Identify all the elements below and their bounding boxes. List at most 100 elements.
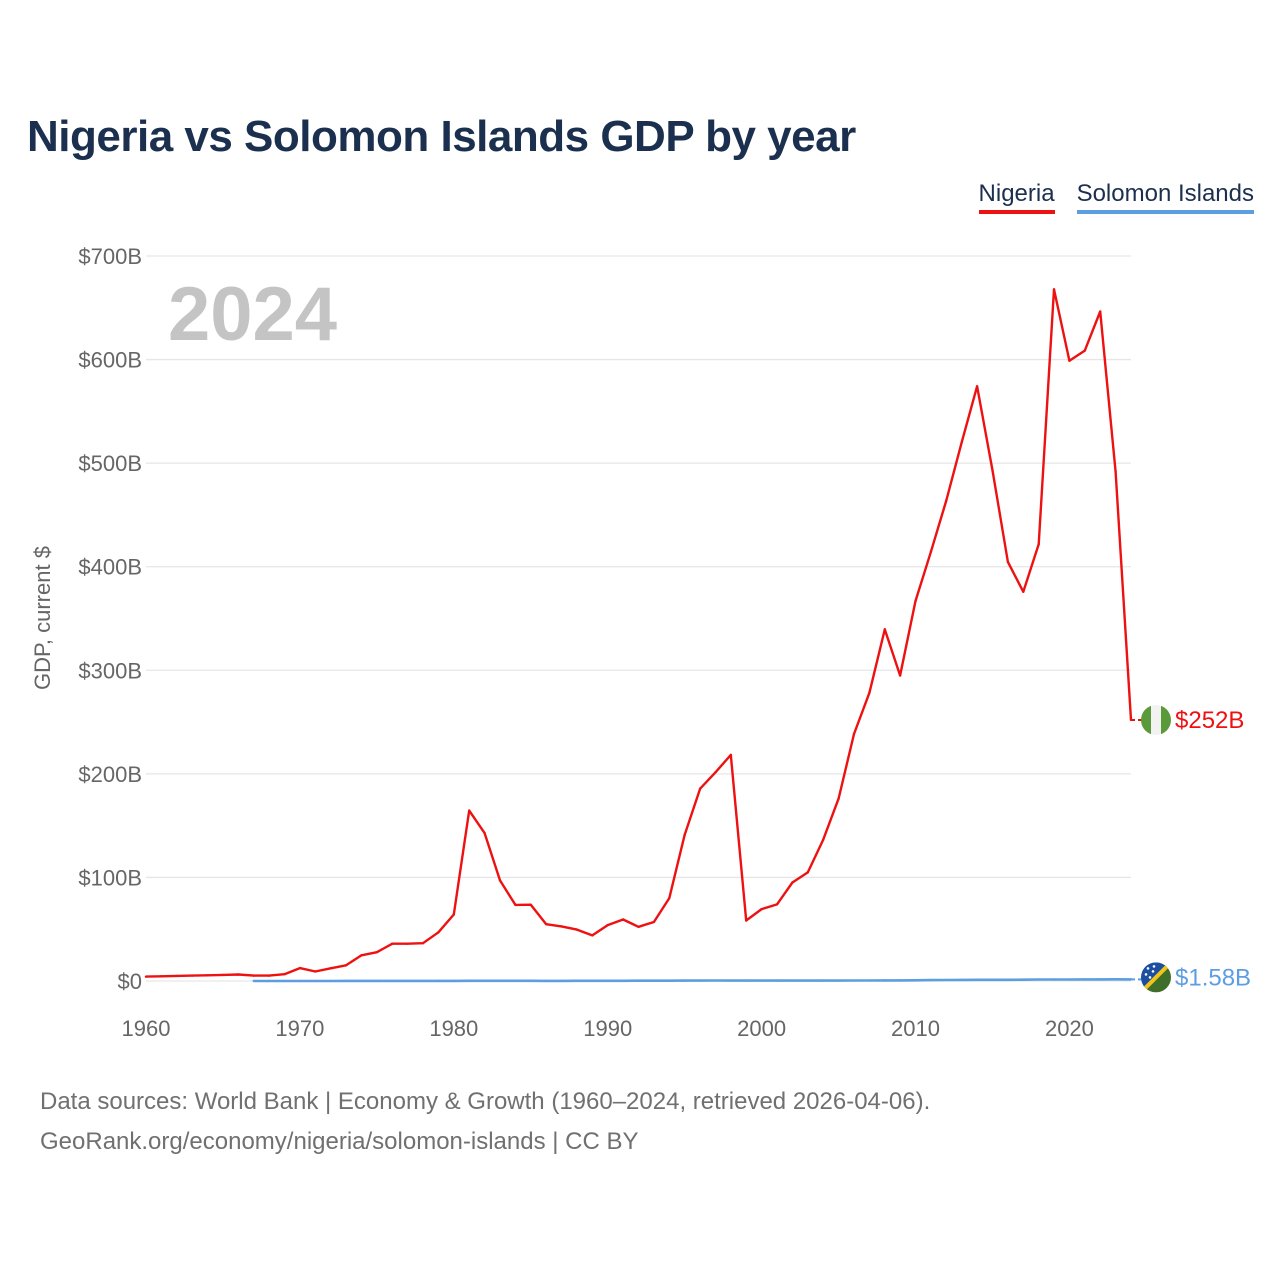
data-point-solomon-islands: [421, 979, 425, 983]
data-point-solomon-islands: [283, 979, 286, 983]
data-point-solomon-islands: [714, 979, 717, 982]
data-point-solomon-islands: [1006, 978, 1010, 981]
data-point-solomon-islands: [498, 979, 502, 983]
data-point-nigeria: [206, 974, 209, 977]
source-line-2[interactable]: GeoRank.org/economy/nigeria/solomon-isla…: [40, 1128, 639, 1155]
data-point-solomon-islands: [560, 979, 563, 983]
data-point-solomon-islands: [360, 979, 363, 983]
data-point-nigeria: [668, 896, 671, 900]
data-point-nigeria: [560, 925, 563, 928]
data-point-nigeria: [421, 941, 425, 945]
series-line-solomon-islands[interactable]: [253, 978, 1132, 983]
data-point-nigeria: [637, 925, 640, 929]
source-line-1: Data sources: World Bank | Economy & Gro…: [40, 1088, 931, 1115]
data-point-nigeria: [760, 907, 763, 911]
year-watermark: 2024: [168, 272, 337, 357]
series-line-nigeria[interactable]: [145, 288, 1133, 978]
data-point-nigeria: [683, 833, 686, 836]
data-point-nigeria: [375, 951, 379, 954]
data-point-nigeria: [975, 385, 979, 388]
x-tick-label: 2000: [737, 1016, 786, 1041]
data-point-nigeria: [991, 469, 994, 472]
data-point-nigeria: [1022, 590, 1025, 593]
legend-item-nigeria[interactable]: Nigeria: [978, 180, 1055, 214]
y-axis-label: GDP, current $: [30, 546, 55, 690]
x-axis-ticks: 1960 1970 1980 1990 2000 2010 2020: [122, 1016, 1094, 1041]
data-point-nigeria: [1068, 359, 1071, 362]
data-point-nigeria: [298, 966, 302, 970]
data-point-nigeria: [929, 550, 933, 553]
data-point-nigeria: [529, 903, 532, 906]
data-point-nigeria: [237, 973, 240, 976]
data-point-solomon-islands: [1099, 978, 1102, 981]
end-markers: $252B $1.58B: [1131, 705, 1251, 993]
data-point-solomon-islands: [267, 979, 271, 983]
data-point-solomon-islands: [344, 979, 348, 983]
x-tick-label: 1980: [429, 1016, 478, 1041]
x-tick-label: 1970: [275, 1016, 324, 1041]
data-point-solomon-islands: [745, 979, 748, 982]
data-point-nigeria: [544, 923, 548, 926]
solomon-islands-flag-icon: [1141, 962, 1171, 993]
data-point-nigeria: [283, 972, 286, 976]
legend-item-solomon-islands[interactable]: Solomon Islands: [1076, 180, 1254, 214]
x-tick-label: 2010: [891, 1016, 940, 1041]
data-point-solomon-islands: [852, 979, 856, 982]
data-point-solomon-islands: [314, 979, 317, 983]
x-tick-label: 1990: [583, 1016, 632, 1041]
data-point-solomon-islands: [375, 979, 379, 983]
data-point-solomon-islands: [698, 979, 702, 982]
x-tick-label: 2020: [1045, 1016, 1094, 1041]
data-point-solomon-islands: [652, 979, 656, 982]
data-point-solomon-islands: [544, 979, 548, 983]
data-point-solomon-islands: [868, 979, 871, 982]
data-point-nigeria: [437, 931, 440, 934]
data-point-solomon-islands: [391, 979, 394, 983]
data-point-nigeria: [729, 753, 733, 757]
data-point-solomon-islands: [329, 979, 332, 983]
end-label-nigeria: $252B: [1175, 707, 1244, 734]
data-point-nigeria: [221, 973, 225, 977]
data-point-solomon-islands: [514, 979, 517, 982]
data-point-solomon-islands: [621, 979, 625, 982]
data-point-solomon-islands: [529, 979, 532, 983]
data-point-solomon-islands: [806, 979, 809, 982]
data-point-nigeria: [498, 879, 502, 882]
data-point-solomon-islands: [1068, 978, 1071, 981]
data-point-nigeria: [468, 809, 471, 812]
y-tick-label: $600B: [78, 348, 142, 373]
data-point-nigeria: [868, 691, 871, 694]
data-point-solomon-islands: [1037, 978, 1040, 981]
data-point-nigeria: [652, 920, 656, 924]
data-point-nigeria: [344, 964, 348, 967]
data-point-nigeria: [190, 974, 194, 977]
data-point-nigeria: [267, 974, 271, 977]
data-point-solomon-islands: [945, 978, 948, 982]
data-point-nigeria: [514, 903, 517, 907]
data-point-nigeria: [806, 871, 809, 874]
data-point-nigeria: [883, 628, 886, 631]
end-label-solomon-islands: $1.58B: [1175, 964, 1251, 991]
data-point-nigeria: [252, 974, 255, 977]
x-tick-label: 1960: [122, 1016, 171, 1041]
data-point-solomon-islands: [729, 979, 733, 982]
chart-title: Nigeria vs Solomon Islands GDP by year: [27, 112, 856, 161]
data-point-nigeria: [837, 797, 840, 800]
data-point-solomon-islands: [791, 979, 794, 982]
data-point-solomon-islands: [991, 978, 994, 982]
data-point-nigeria: [621, 918, 625, 921]
data-point-nigeria: [1052, 288, 1056, 291]
data-point-solomon-islands: [883, 979, 886, 982]
data-point-solomon-islands: [1052, 978, 1056, 981]
data-point-nigeria: [591, 934, 594, 937]
data-point-nigeria: [360, 954, 363, 957]
data-point-solomon-islands: [452, 979, 456, 983]
y-tick-label: $700B: [78, 244, 142, 269]
data-point-solomon-islands: [837, 979, 840, 982]
data-point-solomon-islands: [468, 979, 471, 983]
data-point-solomon-islands: [406, 979, 409, 983]
data-point-solomon-islands: [898, 979, 902, 982]
data-point-nigeria: [329, 967, 332, 970]
y-tick-label: $100B: [78, 865, 142, 890]
data-point-nigeria: [714, 771, 717, 774]
